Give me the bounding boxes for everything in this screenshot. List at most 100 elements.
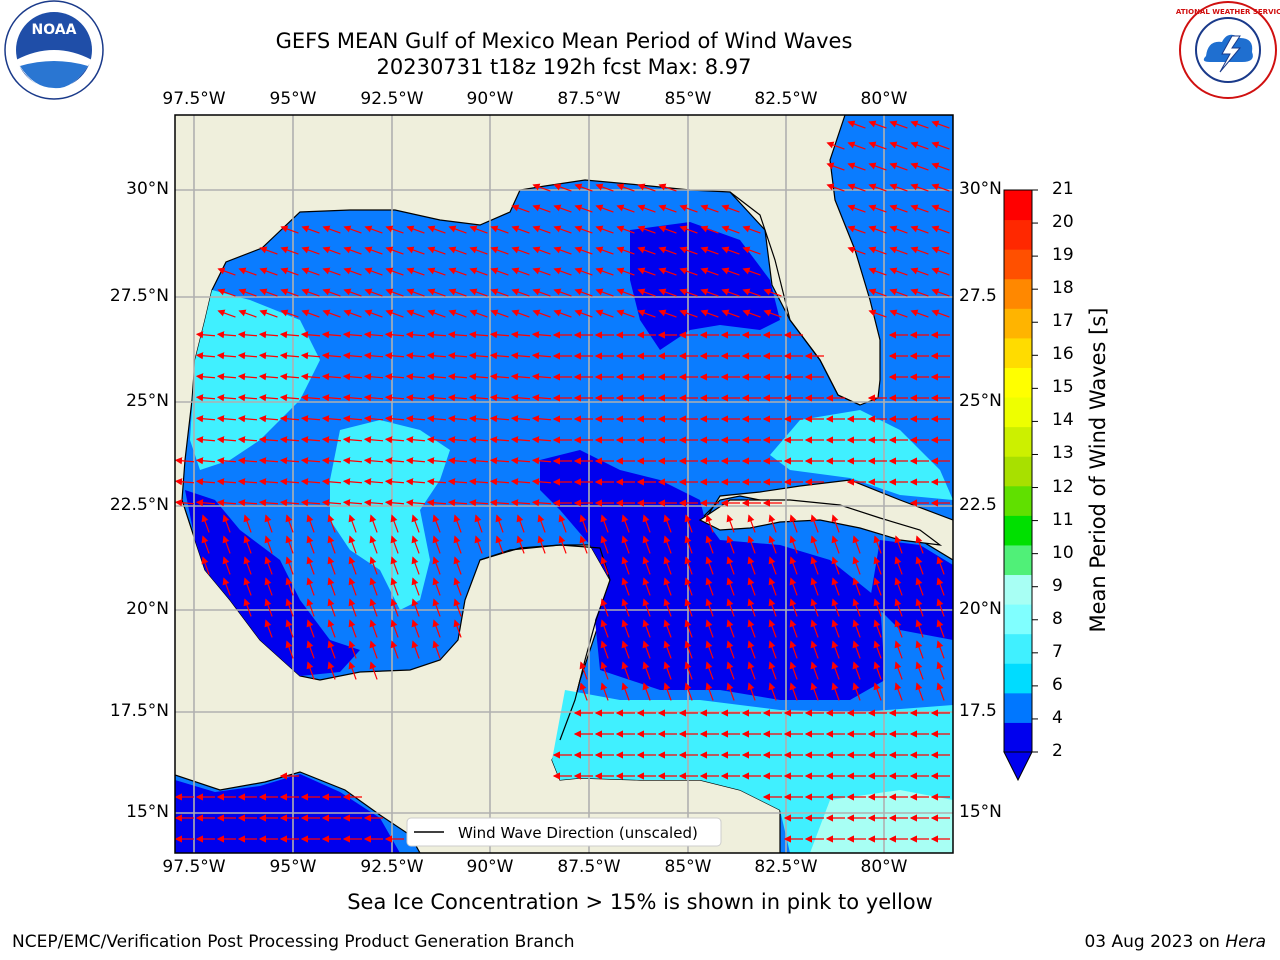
wind-arrow-icon xyxy=(721,309,740,318)
wind-arrow-icon xyxy=(679,204,698,213)
wind-arrow-icon xyxy=(489,436,510,444)
wind-arrow-icon xyxy=(348,514,357,533)
wind-arrow-icon xyxy=(910,288,929,297)
wind-arrow-icon xyxy=(642,598,651,617)
colorbar xyxy=(1003,189,1038,782)
light-patch-se xyxy=(810,790,953,853)
wind-arrow-icon xyxy=(852,619,861,638)
wind-arrow-icon xyxy=(595,309,614,318)
wind-arrow-icon xyxy=(405,394,426,402)
wind-arrow-icon xyxy=(490,309,509,318)
lon-label: 85°W xyxy=(664,857,712,877)
wind-arrow-icon xyxy=(936,682,945,701)
wind-arrow-icon xyxy=(658,267,677,276)
wind-arrow-icon xyxy=(663,514,672,533)
lat-label: 30°N xyxy=(959,179,1002,199)
wind-arrow-icon xyxy=(469,225,488,234)
wind-arrow-icon xyxy=(306,619,315,638)
wind-arrow-icon xyxy=(468,457,489,465)
wind-arrow-icon xyxy=(532,183,551,192)
wind-arrow-icon xyxy=(684,682,693,701)
wind-arrow-icon xyxy=(889,141,908,150)
wind-arrow-icon xyxy=(531,394,552,402)
wind-arrow-icon xyxy=(616,267,635,276)
wind-arrow-icon xyxy=(279,373,300,381)
wind-arrow-icon xyxy=(447,394,468,402)
wind-arrow-icon xyxy=(915,535,924,554)
wind-arrow-icon xyxy=(342,457,363,465)
wind-arrow-icon xyxy=(852,598,861,617)
wind-arrow-icon xyxy=(447,457,468,465)
wind-arrow-icon xyxy=(348,640,357,659)
wind-arrow-icon xyxy=(579,514,588,533)
wind-arrow-icon xyxy=(726,682,735,701)
wind-arrow-icon xyxy=(532,288,551,297)
wind-arrow-icon xyxy=(390,598,399,617)
wind-arrow-icon xyxy=(894,535,903,554)
wind-arrow-icon xyxy=(637,288,656,297)
wind-arrow-icon xyxy=(642,619,651,638)
wind-arrow-icon xyxy=(384,352,405,360)
lat-label: 30°N xyxy=(126,179,169,199)
wind-arrow-icon xyxy=(642,535,651,554)
colorbar-tick-label: 14 xyxy=(1052,410,1074,431)
wind-arrow-icon xyxy=(327,598,336,617)
wind-arrow-icon xyxy=(910,204,929,213)
wind-arrow-icon xyxy=(637,204,656,213)
florida-coast xyxy=(729,191,861,406)
wind-arrow-icon xyxy=(595,204,614,213)
wind-arrow-icon xyxy=(684,640,693,659)
wind-arrow-icon xyxy=(258,436,279,444)
wind-arrow-icon xyxy=(369,514,378,533)
wind-arrow-icon xyxy=(868,141,887,150)
colorbar-segment xyxy=(1004,190,1032,221)
wind-arrow-icon xyxy=(721,288,740,297)
colorbar-tick-label: 10 xyxy=(1052,542,1074,563)
wind-arrow-icon xyxy=(217,309,236,318)
wind-arrow-icon xyxy=(831,619,840,638)
wind-arrow-icon xyxy=(369,577,378,596)
wind-arrow-icon xyxy=(936,598,945,617)
legend: Wind Wave Direction (unscaled) xyxy=(406,817,722,847)
wind-arrow-icon xyxy=(453,556,462,575)
wind-arrow-icon xyxy=(216,415,237,423)
wind-arrow-icon xyxy=(574,288,593,297)
wind-arrow-icon xyxy=(364,246,383,255)
wind-arrow-icon xyxy=(259,246,278,255)
lat-label: 22.5°N xyxy=(109,495,169,515)
wind-arrow-icon xyxy=(427,246,446,255)
wind-arrow-icon xyxy=(747,640,756,659)
colorbar-segment xyxy=(1004,367,1032,398)
wind-arrow-icon xyxy=(195,352,216,360)
wind-arrow-icon xyxy=(889,120,908,129)
wind-arrow-icon xyxy=(363,478,384,486)
wind-arrow-icon xyxy=(237,394,258,402)
wind-arrow-icon xyxy=(217,267,236,276)
wind-arrow-icon xyxy=(432,556,441,575)
wind-arrow-icon xyxy=(385,225,404,234)
wind-arrow-icon xyxy=(621,619,630,638)
wind-arrow-icon xyxy=(789,661,798,680)
wind-arrow-icon xyxy=(642,640,651,659)
wind-arrow-icon xyxy=(915,598,924,617)
wind-arrow-icon xyxy=(810,556,819,575)
wind-arrow-icon xyxy=(510,436,531,444)
wind-arrow-icon xyxy=(490,288,509,297)
wind-arrow-icon xyxy=(280,246,299,255)
wind-arrow-icon xyxy=(579,535,588,554)
wind-arrow-icon xyxy=(663,556,672,575)
colorbar-tick-label: 11 xyxy=(1052,509,1074,530)
colorbar-segment xyxy=(1004,456,1032,487)
wind-arrow-icon xyxy=(600,556,609,575)
wind-arrow-icon xyxy=(216,331,237,339)
wind-arrow-icon xyxy=(873,640,882,659)
wind-arrow-icon xyxy=(658,183,677,192)
wind-arrow-icon xyxy=(237,352,258,360)
wind-arrow-icon xyxy=(553,309,572,318)
wind-arrow-icon xyxy=(264,598,273,617)
wind-arrow-icon xyxy=(915,619,924,638)
wind-arrow-icon xyxy=(384,415,405,423)
wind-arrow-icon xyxy=(237,436,258,444)
wind-arrow-icon xyxy=(259,267,278,276)
wind-arrow-icon xyxy=(201,514,210,533)
